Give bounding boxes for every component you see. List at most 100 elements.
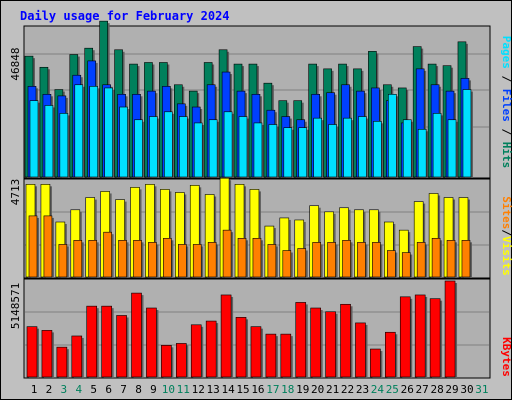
svg-text:Sites/Visits: Sites/Visits (500, 196, 512, 276)
bar-pages (313, 117, 322, 178)
x-tick-label: 9 (150, 383, 157, 396)
x-tick-label: 29 (445, 383, 458, 396)
x-tick-label: 1 (31, 383, 38, 396)
x-tick-label: 19 (296, 383, 309, 396)
bar-kbytes (340, 303, 351, 378)
bar-kbytes (190, 324, 202, 378)
bar-kbytes (205, 320, 217, 378)
x-tick-label: 20 (311, 383, 324, 396)
bar-sites (252, 237, 262, 278)
bar-sites (387, 250, 396, 278)
legend-pages: Pages (500, 36, 512, 69)
bar-kbytes (41, 330, 53, 378)
bar-sites (461, 240, 471, 278)
bar-pages (402, 119, 412, 178)
bar-kbytes (370, 348, 381, 378)
bar-pages (134, 119, 143, 178)
bar-pages (44, 105, 54, 178)
bar-kbytes (161, 345, 172, 378)
bar-marks (24, 20, 473, 378)
bar-sites (178, 244, 187, 278)
legend-files: Files (500, 89, 512, 122)
bar-kbytes (355, 322, 366, 378)
bar-kbytes (295, 302, 307, 378)
bar-pages (298, 127, 308, 178)
middle-legend: Sites/Visits (500, 196, 512, 276)
bar-sites (267, 244, 277, 278)
legend-hits: Hits (500, 142, 512, 169)
x-tick-label: 31 (475, 383, 488, 396)
bar-sites (58, 244, 68, 278)
bar-pages (119, 106, 128, 178)
bar-kbytes (116, 315, 127, 378)
top-legend: Pages / Files / Hits (500, 36, 512, 169)
bar-kbytes (86, 305, 98, 378)
legend-visits: Visits (500, 236, 512, 276)
x-tick-label: 2 (46, 383, 53, 396)
x-tick-label: 11 (177, 383, 190, 396)
bar-pages (253, 122, 263, 178)
x-tick-label: 12 (192, 383, 205, 396)
x-tick-label: 16 (251, 383, 264, 396)
bar-pages (373, 121, 382, 178)
x-tick-label: 24 (371, 383, 385, 396)
bar-sites (401, 252, 411, 278)
bar-sites (282, 250, 292, 278)
legend-kbytes: KBytes (500, 337, 512, 377)
bar-sites (416, 242, 426, 278)
bar-kbytes (56, 346, 68, 378)
bar-sites (357, 242, 366, 278)
bar-pages (283, 127, 293, 178)
x-tick-label: 21 (326, 383, 339, 396)
bar-pages (388, 94, 397, 178)
svg-text:Pages / Files / Hits: Pages / Files / Hits (500, 36, 512, 169)
bar-sites (133, 240, 142, 278)
bar-pages (74, 84, 84, 178)
bar-sites (28, 215, 38, 278)
bar-pages (104, 87, 113, 178)
bar-kbytes (101, 305, 112, 378)
bar-pages (358, 116, 367, 178)
bar-pages (59, 113, 69, 178)
x-tick-label: 25 (386, 383, 399, 396)
x-tick-label: 10 (162, 383, 175, 396)
chart-title: Daily usage for February 2024 (20, 9, 230, 23)
x-tick-label: 27 (416, 383, 429, 396)
bar-pages (447, 119, 457, 178)
x-axis-labels: 1 2 3 4 5 6 7 8 9 10 11 12 13 14 15 16 17 18 19 20 21 22 23 24 2… (31, 383, 489, 396)
bar-kbytes (176, 343, 187, 378)
bar-sites (431, 237, 441, 278)
bar-pages (343, 117, 352, 178)
x-tick-label: 4 (75, 383, 82, 396)
bar-kbytes (26, 326, 38, 378)
bar-pages (89, 86, 99, 178)
x-tick-label: 22 (341, 383, 354, 396)
bar-pages (179, 116, 188, 178)
bar-sites (312, 242, 321, 278)
x-tick-label: 13 (207, 383, 220, 396)
bar-kbytes (429, 298, 441, 378)
x-tick-label: 5 (90, 383, 97, 396)
bar-pages (328, 124, 337, 178)
bar-kbytes (310, 307, 321, 378)
bar-sites (342, 240, 351, 278)
bar-sites (103, 231, 112, 278)
bar-kbytes (280, 333, 292, 378)
svg-text:KBytes: KBytes (500, 337, 512, 377)
bar-kbytes (265, 333, 277, 378)
bar-kbytes (131, 292, 142, 378)
bar-pages (208, 119, 218, 178)
bar-kbytes (444, 280, 456, 378)
bar-kbytes (385, 331, 396, 378)
top-max-label: 46848 (9, 47, 22, 80)
bar-kbytes (414, 294, 426, 378)
bar-pages (462, 89, 472, 178)
x-tick-label: 14 (221, 383, 235, 396)
bar-pages (164, 111, 173, 178)
bar-sites (192, 244, 202, 278)
bar-pages (268, 124, 278, 178)
bar-sites (327, 242, 336, 278)
bar-pages (417, 128, 427, 178)
x-tick-label: 7 (120, 383, 127, 396)
